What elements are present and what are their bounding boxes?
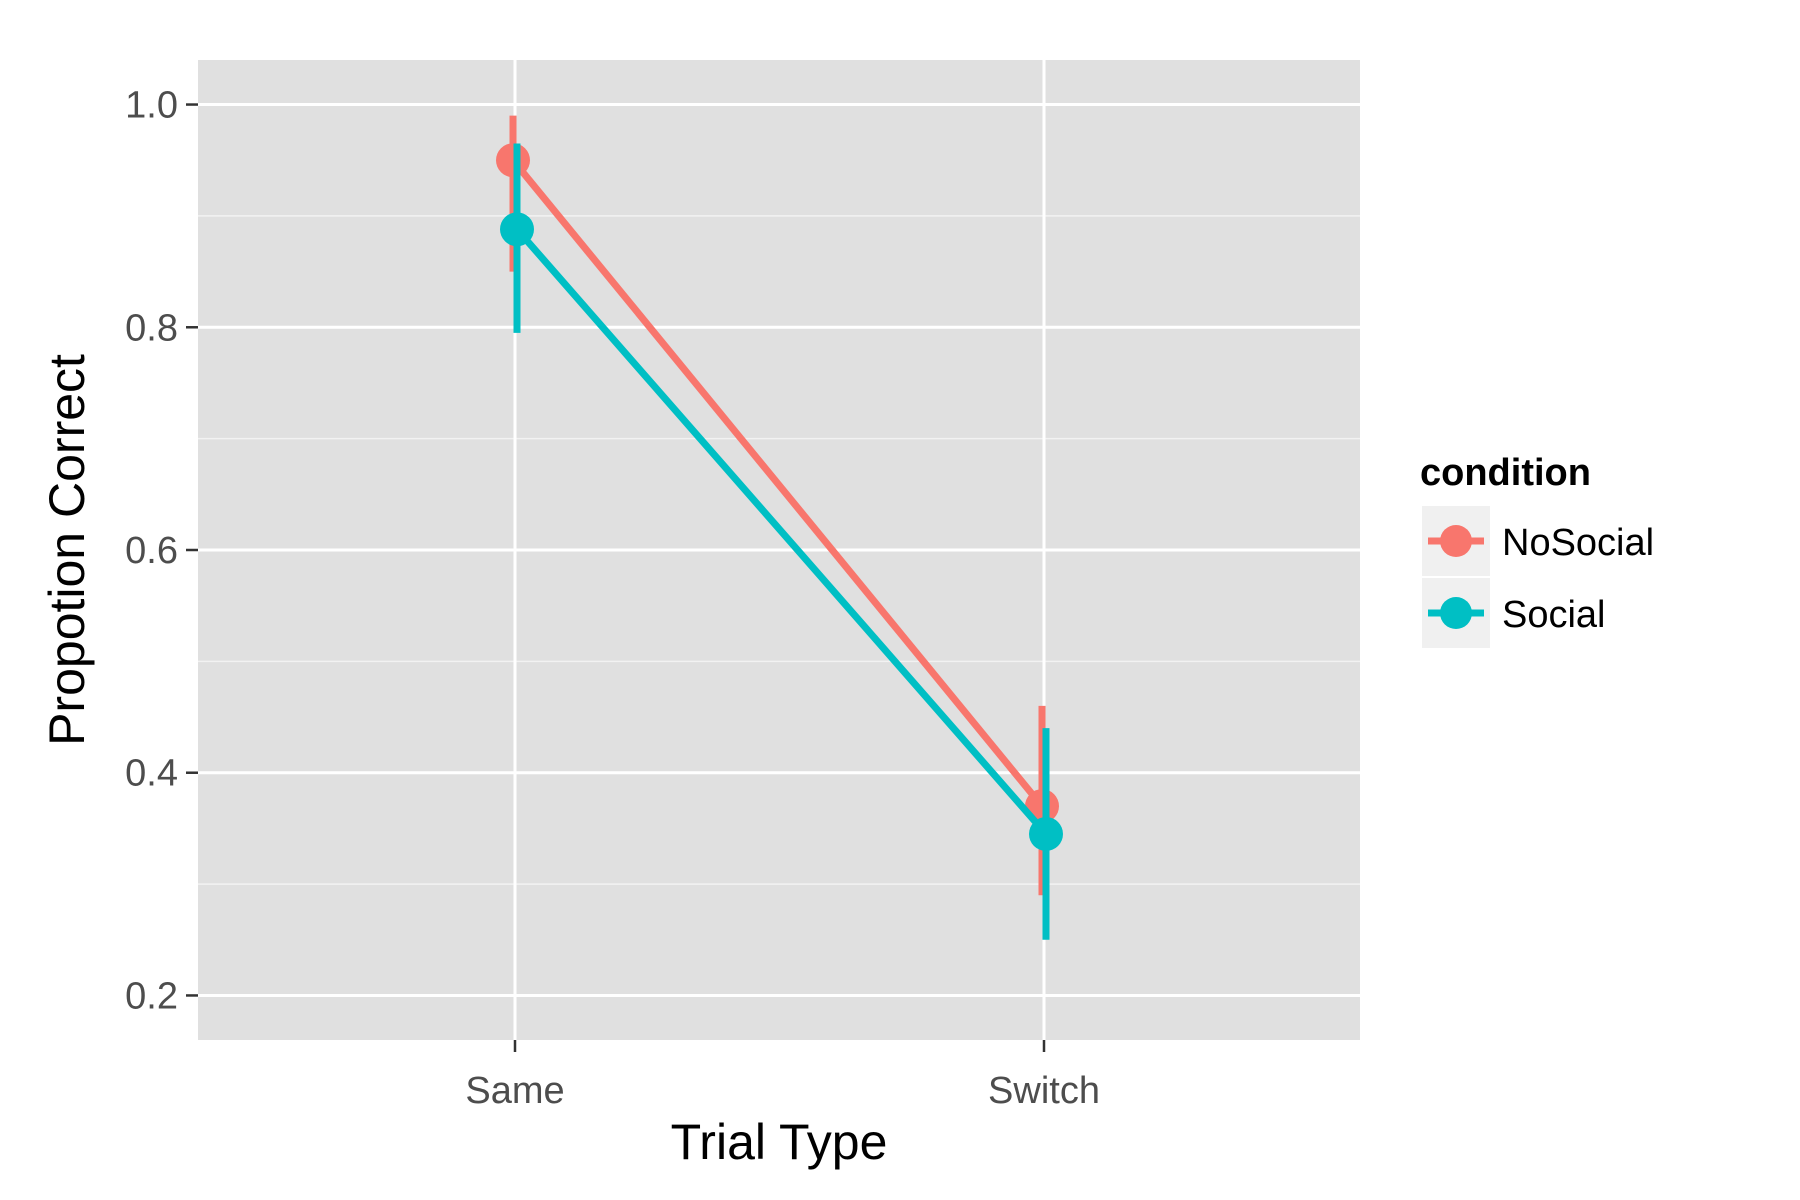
legend: condition NoSocial Social: [1420, 452, 1654, 648]
axes: 0.2 0.4 0.6 0.8 1.0 Same Switch: [125, 85, 1100, 1112]
data-point: [1029, 816, 1063, 851]
legend-title: condition: [1420, 452, 1591, 494]
legend-item-nosocial: NoSocial: [1422, 506, 1654, 576]
legend-items: NoSocial Social: [1422, 506, 1654, 648]
series-social: [500, 143, 1063, 940]
series-line: [514, 226, 1049, 837]
legend-item-social: Social: [1422, 578, 1606, 648]
x-axis-title: Trial Type: [671, 1114, 888, 1170]
y-tick-label: 0.8: [125, 307, 178, 349]
legend-label: NoSocial: [1502, 522, 1654, 564]
y-tick-label: 0.2: [125, 975, 178, 1017]
legend-key-point: [1440, 525, 1472, 557]
y-axis-title: Propotion Correct: [39, 354, 95, 746]
series-line: [510, 158, 1045, 809]
x-tick-label: Same: [465, 1070, 564, 1112]
legend-label: Social: [1502, 594, 1606, 636]
data-series: [496, 115, 1063, 940]
x-tick-label: Switch: [988, 1070, 1100, 1112]
y-tick-label: 1.0: [125, 85, 178, 127]
legend-key-point: [1440, 597, 1472, 629]
data-point: [496, 143, 530, 178]
y-tick-label: 0.6: [125, 530, 178, 572]
y-tick-label: 0.4: [125, 753, 178, 795]
data-point: [500, 212, 534, 247]
